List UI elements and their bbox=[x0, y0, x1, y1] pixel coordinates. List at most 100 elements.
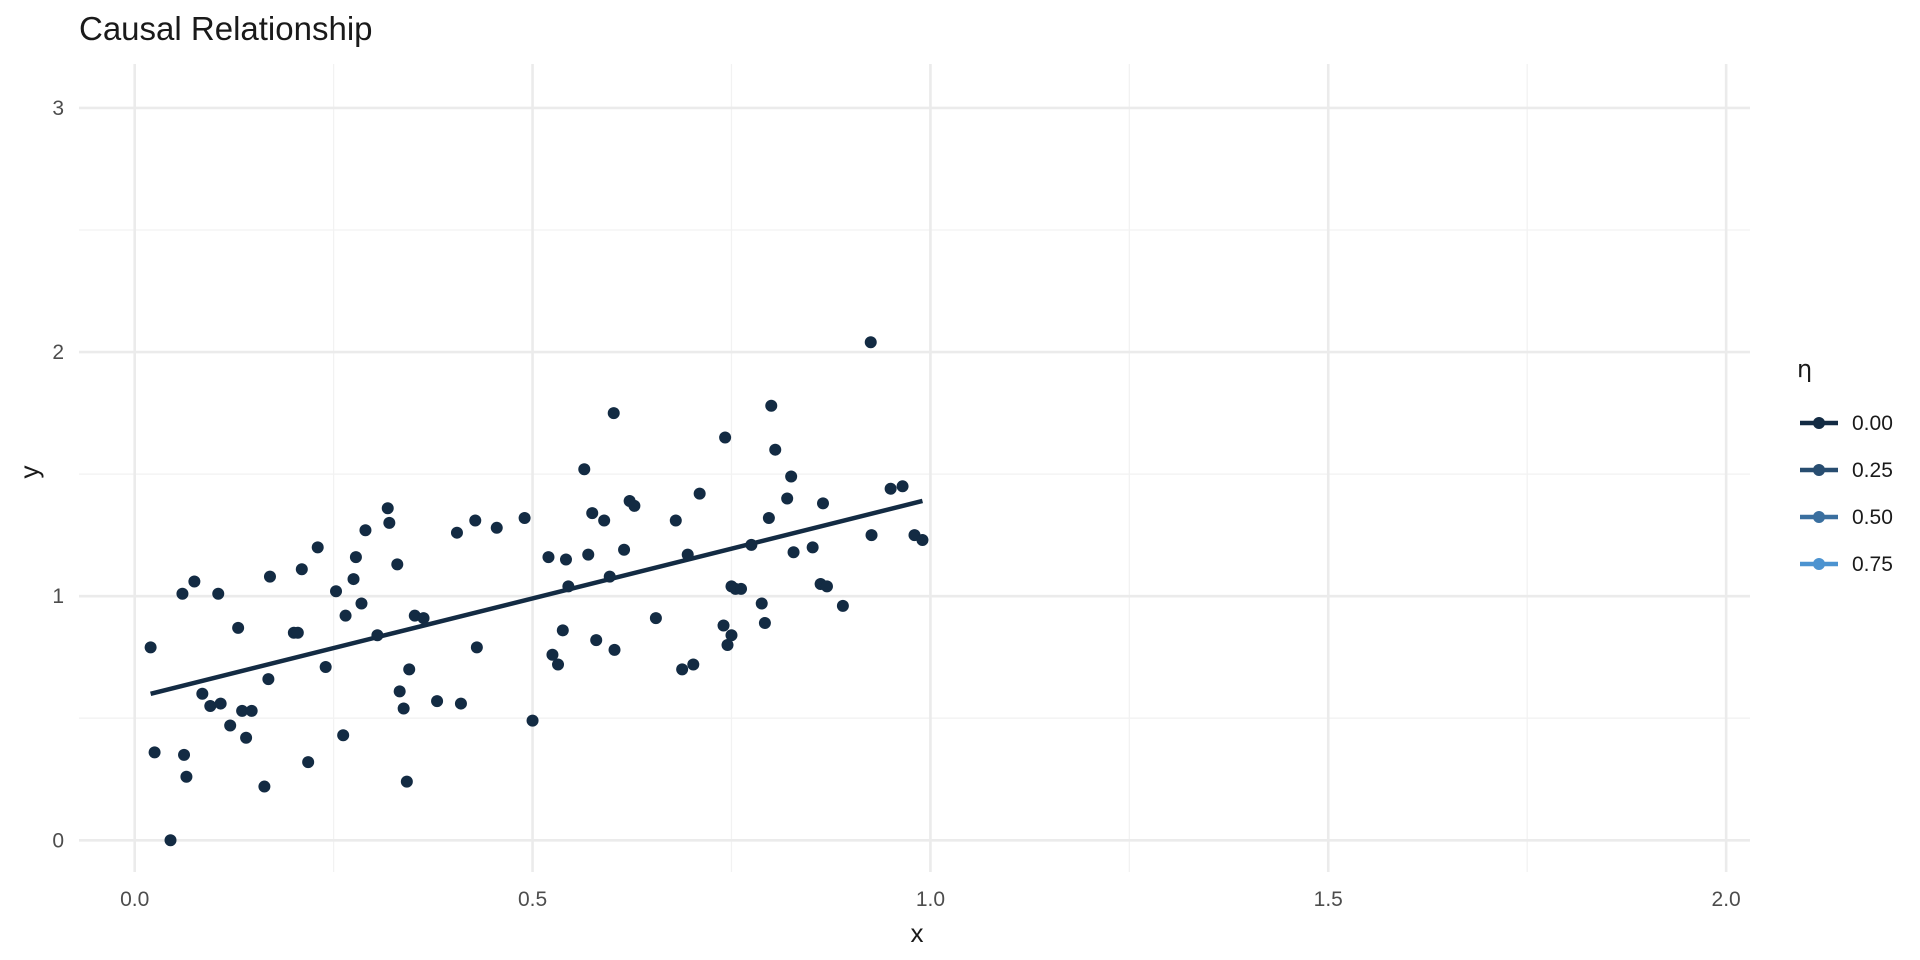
data-point bbox=[431, 695, 444, 708]
data-point bbox=[719, 431, 732, 444]
data-point bbox=[224, 719, 237, 732]
legend-item: 0.50 bbox=[1800, 506, 1893, 529]
fit-line bbox=[150, 498, 924, 696]
data-point bbox=[628, 499, 641, 512]
legend-item: 0.00 bbox=[1800, 412, 1893, 435]
data-point bbox=[291, 626, 304, 639]
data-point bbox=[330, 585, 343, 598]
data-point bbox=[816, 497, 829, 510]
data-point bbox=[578, 463, 591, 476]
data-point bbox=[232, 621, 245, 634]
y-tick-label: 0 bbox=[52, 829, 64, 852]
legend-item: 0.75 bbox=[1800, 553, 1893, 576]
legend-label: 0.00 bbox=[1852, 412, 1893, 435]
data-point bbox=[787, 546, 800, 559]
data-point bbox=[245, 704, 258, 717]
data-point bbox=[454, 697, 467, 710]
data-points bbox=[144, 336, 929, 847]
y-tick-label: 1 bbox=[52, 585, 64, 608]
data-point bbox=[681, 548, 694, 561]
data-point bbox=[598, 514, 611, 527]
data-point bbox=[542, 551, 555, 564]
data-point bbox=[785, 470, 798, 483]
data-point bbox=[669, 514, 682, 527]
data-point bbox=[916, 534, 929, 547]
y-tick-label: 3 bbox=[52, 97, 64, 120]
data-point bbox=[769, 443, 782, 456]
chart-title: Causal Relationship bbox=[79, 10, 373, 47]
data-point bbox=[319, 660, 332, 673]
data-point bbox=[212, 587, 225, 600]
data-point bbox=[717, 619, 730, 632]
x-tick-labels: 0.0 0.5 1.0 1.5 2.0 bbox=[120, 888, 1741, 911]
legend-item: 0.25 bbox=[1800, 459, 1893, 482]
fit-lines bbox=[150, 498, 924, 696]
data-point bbox=[148, 746, 161, 759]
data-point bbox=[618, 543, 631, 556]
data-point bbox=[781, 492, 794, 505]
data-point bbox=[263, 570, 276, 583]
data-point bbox=[806, 541, 819, 554]
data-point bbox=[865, 529, 878, 542]
data-point bbox=[347, 573, 360, 586]
data-point bbox=[676, 663, 689, 676]
legend-label: 0.75 bbox=[1852, 553, 1893, 576]
data-point bbox=[745, 538, 758, 551]
data-point bbox=[725, 629, 738, 642]
data-point bbox=[339, 609, 352, 622]
data-point bbox=[391, 558, 404, 571]
data-point bbox=[864, 336, 877, 349]
data-point bbox=[546, 648, 559, 661]
data-point bbox=[469, 514, 482, 527]
data-point bbox=[178, 748, 191, 761]
data-point bbox=[196, 687, 209, 700]
data-point bbox=[693, 487, 706, 500]
data-point bbox=[311, 541, 324, 554]
data-point bbox=[590, 634, 603, 647]
grid-major bbox=[79, 64, 1750, 872]
legend-label: 0.25 bbox=[1852, 459, 1893, 482]
data-point bbox=[603, 570, 616, 583]
y-tick-labels: 0 1 2 3 bbox=[52, 97, 64, 852]
data-point bbox=[526, 714, 539, 727]
legend-label: 0.50 bbox=[1852, 506, 1893, 529]
data-point bbox=[607, 407, 620, 420]
data-point bbox=[559, 553, 572, 566]
data-point bbox=[359, 524, 372, 537]
data-point bbox=[349, 551, 362, 564]
data-point bbox=[188, 575, 201, 588]
data-point bbox=[302, 756, 315, 769]
legend-key-point bbox=[1813, 464, 1825, 476]
data-point bbox=[240, 731, 253, 744]
data-point bbox=[180, 770, 193, 783]
data-point bbox=[164, 834, 177, 847]
data-point bbox=[556, 624, 569, 637]
data-point bbox=[371, 629, 384, 642]
data-point bbox=[381, 502, 394, 515]
data-point bbox=[337, 729, 350, 742]
data-point bbox=[214, 697, 227, 710]
data-point bbox=[820, 580, 833, 593]
data-point bbox=[383, 516, 396, 529]
data-point bbox=[687, 658, 700, 671]
x-tick-label: 0.5 bbox=[518, 888, 547, 911]
data-point bbox=[836, 599, 849, 612]
data-point bbox=[355, 597, 368, 610]
x-tick-label: 2.0 bbox=[1712, 888, 1741, 911]
data-point bbox=[884, 482, 897, 495]
data-point bbox=[417, 612, 430, 625]
data-point bbox=[470, 641, 483, 654]
legend-title: η bbox=[1797, 355, 1812, 383]
legend-key-point bbox=[1813, 417, 1825, 429]
data-point bbox=[896, 480, 909, 493]
data-point bbox=[649, 612, 662, 625]
data-point bbox=[144, 641, 157, 654]
legend-key-point bbox=[1813, 558, 1825, 570]
data-point bbox=[758, 617, 771, 630]
data-point bbox=[721, 638, 734, 651]
data-point bbox=[582, 548, 595, 561]
data-point bbox=[393, 685, 406, 698]
data-point bbox=[258, 780, 271, 793]
data-point bbox=[295, 563, 308, 576]
x-tick-label: 0.0 bbox=[120, 888, 149, 911]
